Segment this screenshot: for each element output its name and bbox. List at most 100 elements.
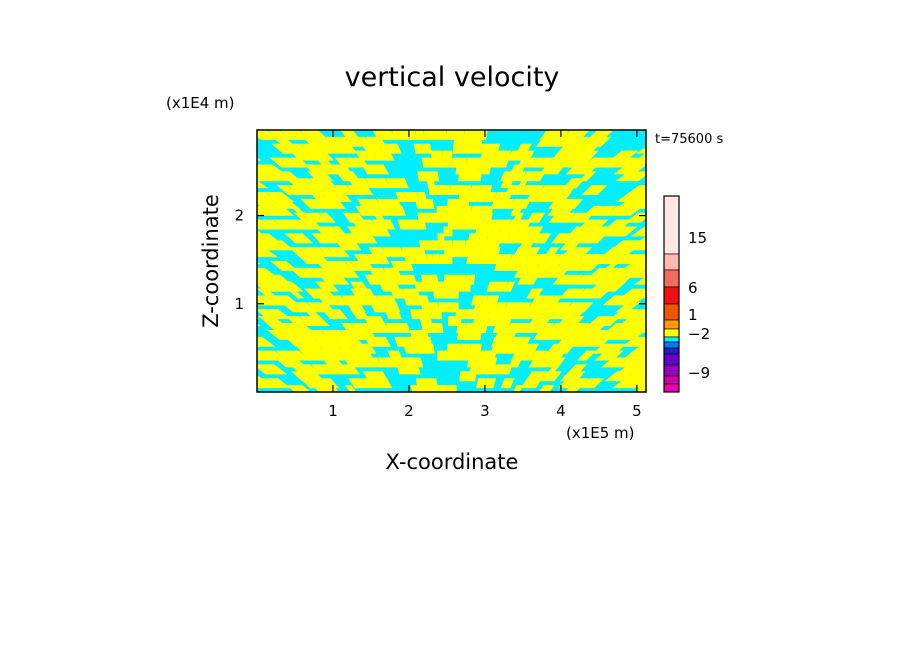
field-patch bbox=[421, 143, 432, 154]
field-patch bbox=[529, 350, 547, 361]
field-patch bbox=[594, 281, 627, 292]
colorbar-level bbox=[663, 383, 680, 393]
field-patch bbox=[353, 233, 378, 244]
field-patch bbox=[257, 386, 260, 389]
field-patch bbox=[392, 274, 418, 285]
field-patch bbox=[452, 143, 476, 154]
field-patch bbox=[594, 350, 624, 361]
field-patch bbox=[279, 130, 311, 140]
colorbar-level bbox=[663, 347, 680, 355]
field-patch bbox=[655, 185, 688, 195]
field-patch bbox=[317, 143, 333, 154]
colorbar-frame bbox=[663, 195, 680, 393]
field-patch bbox=[293, 233, 314, 244]
field-patch bbox=[521, 378, 542, 389]
field-patch bbox=[443, 226, 453, 237]
colorbar-level bbox=[663, 286, 680, 305]
field-patch bbox=[627, 329, 646, 340]
field-patch bbox=[344, 385, 357, 392]
y-axis: 12 bbox=[234, 207, 646, 313]
field-patch bbox=[544, 371, 562, 382]
x-tick-label: 4 bbox=[556, 402, 566, 420]
field-patch bbox=[432, 254, 441, 264]
field-patch bbox=[475, 378, 487, 389]
colorbar-level bbox=[663, 336, 680, 343]
field-patch bbox=[466, 254, 492, 264]
colorbar-label: −2 bbox=[688, 325, 710, 343]
field-patch bbox=[262, 219, 286, 230]
field-patch bbox=[592, 288, 612, 299]
field-patch bbox=[556, 329, 576, 340]
field-patch bbox=[504, 343, 520, 354]
field-patch bbox=[545, 357, 566, 368]
field-patch bbox=[439, 254, 453, 264]
field-patch bbox=[559, 288, 586, 299]
field-patch bbox=[257, 378, 282, 389]
field-patch bbox=[386, 178, 409, 189]
field-patch bbox=[423, 130, 448, 140]
field-patch bbox=[538, 385, 555, 392]
field-patch bbox=[384, 309, 395, 320]
field-patch bbox=[615, 171, 646, 182]
field-patch bbox=[315, 281, 340, 292]
field-patch bbox=[257, 338, 260, 340]
field-patch bbox=[457, 329, 474, 340]
field-patch bbox=[276, 185, 299, 196]
field-patch bbox=[549, 309, 567, 320]
field-patch bbox=[520, 309, 533, 320]
field-patch bbox=[268, 205, 295, 216]
colorbar-level bbox=[663, 364, 680, 377]
field-patch bbox=[614, 329, 641, 340]
field-patch bbox=[257, 180, 269, 189]
field-patch bbox=[447, 219, 472, 230]
field-patch bbox=[364, 336, 392, 347]
plot-area bbox=[229, 129, 688, 393]
field-patch bbox=[257, 205, 282, 216]
field-patch bbox=[616, 357, 645, 368]
field-patch bbox=[261, 240, 288, 251]
field-patch bbox=[651, 158, 679, 168]
field-patch bbox=[539, 164, 565, 175]
x-axis-label: X-coordinate bbox=[386, 450, 519, 474]
field-patch bbox=[421, 157, 434, 168]
field-patch bbox=[433, 288, 452, 299]
field-patch bbox=[334, 157, 354, 168]
field-patch bbox=[311, 233, 341, 244]
field-patch bbox=[652, 164, 679, 174]
field-patch bbox=[257, 261, 261, 264]
colorbar-level bbox=[663, 303, 680, 321]
x-tick-label: 3 bbox=[480, 402, 490, 420]
field-patch bbox=[605, 205, 635, 216]
colorbar-level bbox=[663, 253, 680, 271]
field-patch bbox=[486, 281, 509, 292]
field-patch bbox=[588, 274, 618, 285]
field-patch bbox=[510, 205, 523, 216]
colorbar-labels: 15 6 1−2 −9 bbox=[688, 229, 710, 382]
colorbar-level bbox=[663, 375, 680, 385]
colorbar-label: 1 bbox=[688, 306, 698, 324]
field-patch bbox=[373, 150, 395, 161]
field-patch bbox=[269, 157, 302, 168]
field-patch bbox=[413, 143, 424, 154]
field-patch bbox=[551, 233, 574, 244]
field-patch bbox=[361, 164, 390, 175]
field-patch bbox=[604, 226, 638, 237]
field-patch bbox=[579, 233, 608, 244]
field-patch bbox=[367, 254, 390, 264]
field-patch bbox=[575, 288, 604, 299]
field-patch bbox=[593, 254, 624, 264]
field-patch bbox=[414, 281, 439, 292]
field-patch bbox=[574, 274, 599, 285]
field-patch bbox=[319, 247, 337, 258]
field-patch bbox=[229, 268, 254, 278]
colorbar-level bbox=[663, 341, 680, 349]
field-patch bbox=[281, 302, 302, 313]
field-patch bbox=[633, 276, 646, 285]
field-patch bbox=[513, 385, 524, 392]
field-patch bbox=[333, 143, 358, 154]
field-patch bbox=[343, 357, 363, 368]
field-patch bbox=[286, 288, 305, 299]
field-patch bbox=[569, 336, 598, 347]
field-patch bbox=[257, 323, 261, 327]
